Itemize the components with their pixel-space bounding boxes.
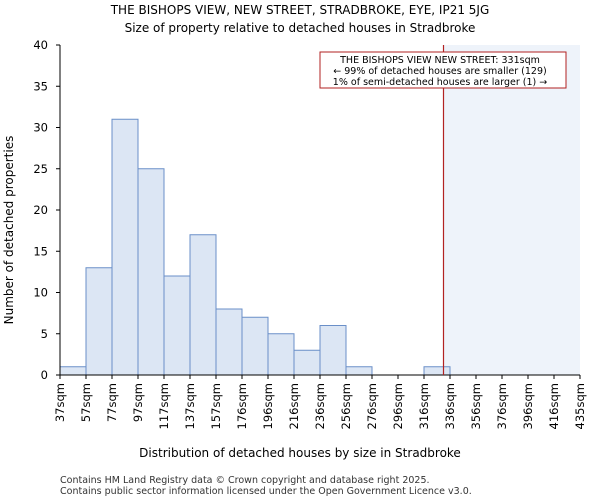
x-tick-label-336sqm: 336sqm bbox=[443, 383, 457, 429]
bar-196sqm bbox=[267, 333, 295, 376]
x-tick-label-276sqm: 276sqm bbox=[365, 383, 379, 429]
x-tick-label-396sqm: 396sqm bbox=[521, 383, 535, 429]
annotation-line-3: 1% of semi-detached houses are larger (1… bbox=[333, 77, 547, 88]
x-tick-label-57sqm: 57sqm bbox=[79, 383, 93, 422]
annotation-line-1: THE BISHOPS VIEW NEW STREET: 331sqm bbox=[339, 55, 540, 66]
x-tick-label-296sqm: 296sqm bbox=[391, 383, 405, 429]
bar-216sqm bbox=[293, 349, 321, 376]
x-axis-label: Distribution of detached houses by size … bbox=[139, 446, 461, 460]
x-tick-label-216sqm: 216sqm bbox=[287, 383, 301, 429]
y-tick-label-35: 35 bbox=[33, 79, 48, 93]
bar-236sqm bbox=[319, 325, 347, 376]
plot-area: 0 5 10 15 20 25 30 35 40 37sqm 57sqm 77sqm 97sqm 117s… bbox=[33, 38, 587, 429]
bar-256sqm bbox=[345, 366, 373, 376]
y-tick-label-0: 0 bbox=[41, 368, 48, 382]
y-tick-label-15: 15 bbox=[33, 244, 48, 258]
annotation-box bbox=[319, 51, 567, 89]
bar-77sqm bbox=[111, 118, 139, 376]
bar-316sqm bbox=[423, 366, 451, 376]
x-tick-label-236sqm: 236sqm bbox=[313, 383, 327, 429]
bar-157sqm bbox=[215, 308, 243, 376]
x-tick-label-416sqm: 416sqm bbox=[547, 383, 561, 429]
chart-title-line2: Size of property relative to detached ho… bbox=[125, 21, 476, 35]
bar-57sqm bbox=[85, 267, 113, 376]
x-tick-label-256sqm: 256sqm bbox=[339, 383, 353, 429]
larger-region-shade bbox=[443, 45, 580, 375]
bar-97sqm bbox=[137, 168, 165, 376]
y-tick-label-10: 10 bbox=[33, 286, 48, 300]
x-tick-label-97sqm: 97sqm bbox=[131, 383, 145, 422]
x-tick-label-157sqm: 157sqm bbox=[209, 383, 223, 429]
x-tick-label-117sqm: 117sqm bbox=[157, 383, 171, 429]
x-tick-label-37sqm: 37sqm bbox=[53, 383, 67, 422]
y-tick-label-40: 40 bbox=[33, 38, 48, 52]
y-tick-label-20: 20 bbox=[33, 203, 48, 217]
bar-37sqm bbox=[59, 366, 87, 376]
x-tick-label-356sqm: 356sqm bbox=[469, 383, 483, 429]
bar-137sqm bbox=[189, 234, 217, 376]
x-tick-label-316sqm: 316sqm bbox=[417, 383, 431, 429]
x-tick-label-176sqm: 176sqm bbox=[235, 383, 249, 429]
chart-title-line1: THE BISHOPS VIEW, NEW STREET, STRADBROKE… bbox=[110, 3, 490, 17]
x-tick-label-137sqm: 137sqm bbox=[183, 383, 197, 429]
x-tick-label-77sqm: 77sqm bbox=[105, 383, 119, 422]
y-tick-label-25: 25 bbox=[33, 162, 48, 176]
x-tick-label-196sqm: 196sqm bbox=[261, 383, 275, 429]
y-tick-label-5: 5 bbox=[41, 327, 48, 341]
y-tick-label-30: 30 bbox=[33, 121, 48, 135]
x-tick-label-376sqm: 376sqm bbox=[495, 383, 509, 429]
annotation-line-2: ← 99% of detached houses are smaller (12… bbox=[333, 66, 546, 77]
x-tick-label-435sqm: 435sqm bbox=[573, 383, 587, 429]
footer-line2: Contains public sector information licen… bbox=[60, 486, 472, 497]
y-axis-label: Number of detached properties bbox=[2, 136, 16, 325]
bar-117sqm bbox=[163, 275, 191, 376]
footer-line1: Contains HM Land Registry data © Crown c… bbox=[60, 475, 430, 486]
bar-176sqm bbox=[241, 316, 269, 376]
